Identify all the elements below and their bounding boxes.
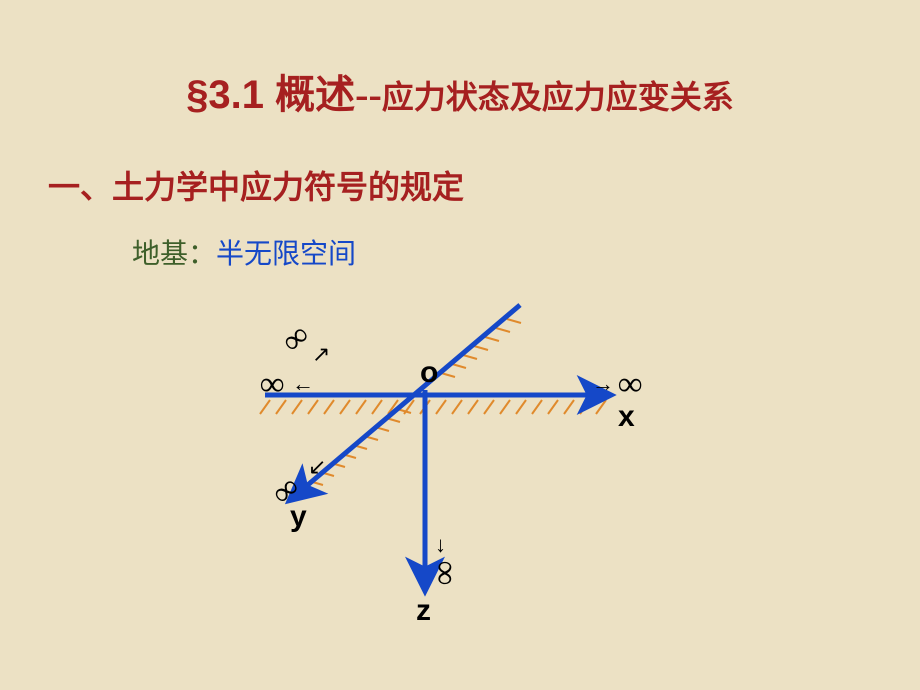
- slide-title: §3.1 概述--应力状态及应力应变关系: [0, 62, 920, 120]
- title-separator: --: [355, 72, 382, 117]
- title-sub: 应力状态及应力应变关系: [382, 79, 734, 115]
- x-label: x: [618, 400, 635, 434]
- arrow-x: →: [592, 373, 614, 395]
- infinity-x: ∞: [618, 368, 642, 402]
- subtext-row: 地基：半无限空间: [132, 232, 356, 272]
- axis-diagram: o x y z ∞ → ∞ ← ∞ ↙ ∞ ↙ ∞ ↓: [230, 290, 710, 650]
- infinity-xneg: ∞: [260, 368, 284, 402]
- subtext-label: 地基：: [132, 239, 216, 270]
- z-label: z: [416, 594, 431, 628]
- subtext-value: 半无限空间: [216, 239, 356, 270]
- arrow-y: ↙: [308, 456, 326, 478]
- infinity-z: ∞: [428, 561, 462, 585]
- arrow-yneg: ↙: [312, 344, 330, 366]
- hatch-x: [260, 400, 606, 414]
- arrow-z: ↓: [435, 534, 446, 556]
- arrow-xneg: ←: [292, 373, 314, 395]
- section-heading: 一、土力学中应力符号的规定: [48, 162, 464, 208]
- origin-label: o: [420, 356, 438, 390]
- title-main: §3.1 概述: [186, 73, 355, 117]
